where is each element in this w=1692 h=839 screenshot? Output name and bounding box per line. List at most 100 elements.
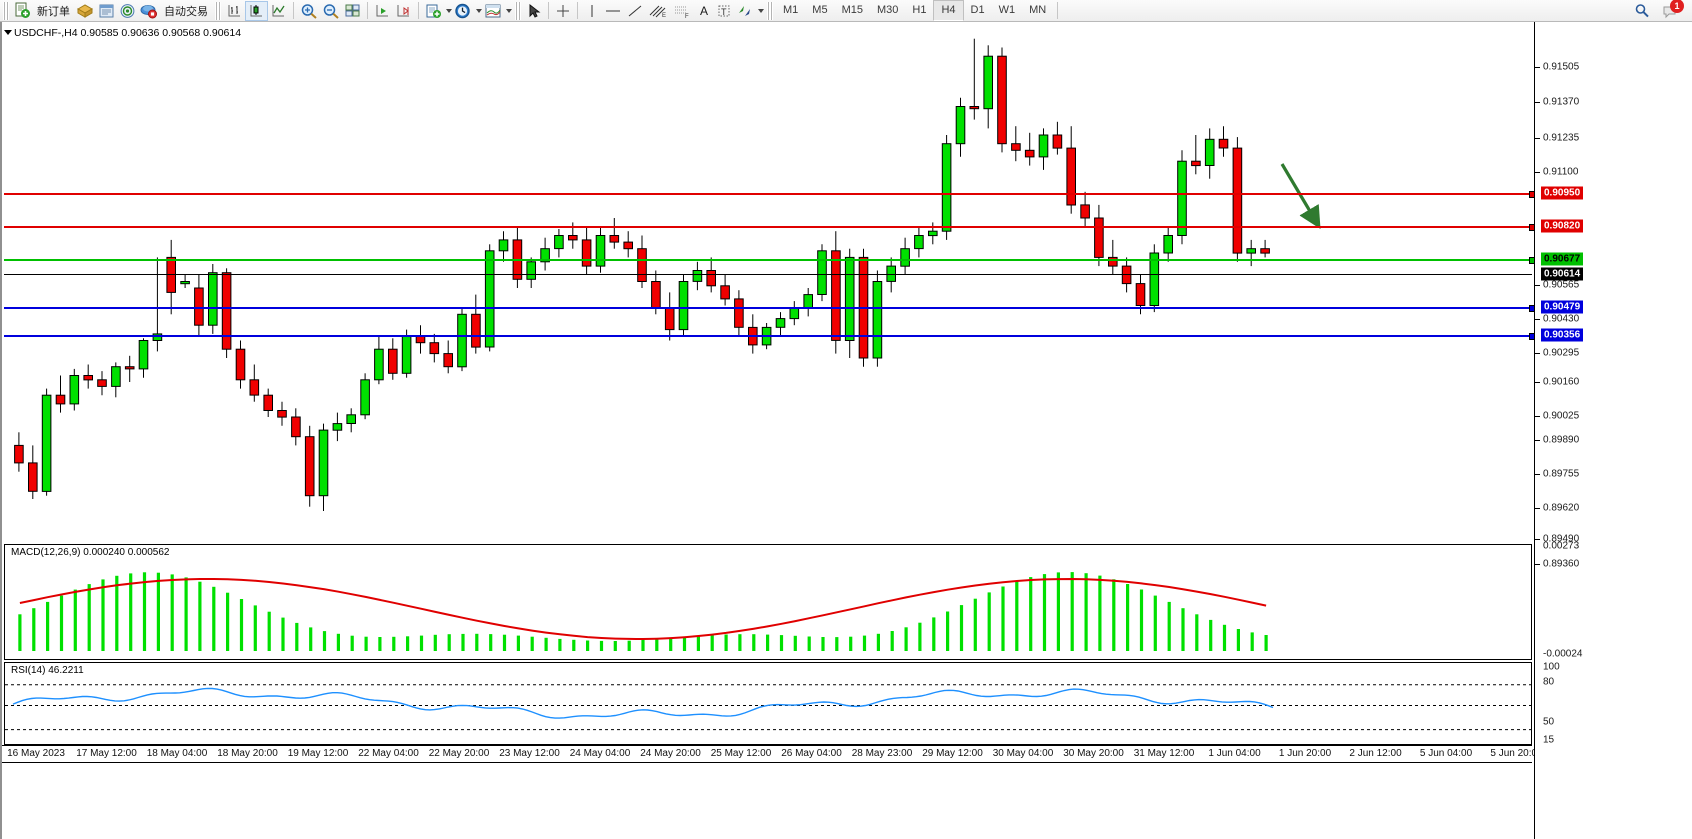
timeframe-m5[interactable]: M5 (812, 4, 828, 16)
time-axis-label: 19 May 12:00 (287, 748, 349, 759)
price-tick-label: 0.91370 (1543, 96, 1580, 108)
level-price-label[interactable]: 0.90820 (1541, 219, 1584, 233)
level-line-0.90479[interactable] (4, 305, 1536, 312)
toolbar-divider-2 (367, 2, 368, 19)
time-axis-label: 2 Jun 12:00 (1349, 748, 1402, 759)
notification-badge: 1 (1670, 0, 1684, 13)
price-tick-label: 0.89755 (1543, 468, 1580, 480)
price-tick-label: 0.90430 (1543, 313, 1580, 325)
toolbar-grip-3[interactable] (515, 1, 521, 20)
bar-chart-icon[interactable] (224, 1, 245, 21)
level-line-0.90356[interactable] (4, 333, 1536, 340)
new-order-label[interactable]: 新订单 (37, 5, 70, 18)
chart-area[interactable]: USDCHF-,H4 0.90585 0.90636 0.90568 0.906… (0, 22, 1692, 839)
price-tick-label: 0.90295 (1543, 347, 1580, 359)
period-clock-icon[interactable] (452, 1, 474, 21)
timeframe-h1[interactable]: H1 (912, 4, 927, 16)
crosshair-icon[interactable] (553, 1, 573, 21)
macd-label: MACD(12,26,9) 0.000240 0.000562 (9, 547, 172, 558)
zoom-in-icon[interactable] (298, 1, 320, 21)
macd-bottom-label: -0.00024 (1543, 648, 1583, 660)
horizontal-line-icon[interactable] (602, 1, 624, 21)
timeframe-mn[interactable]: MN (1029, 4, 1047, 16)
trendline-icon[interactable] (624, 1, 646, 21)
auto-scroll-icon[interactable] (393, 1, 414, 21)
line-chart-icon[interactable] (268, 1, 289, 21)
price-tick (1535, 440, 1540, 441)
level-line-0.90677[interactable] (4, 257, 1536, 264)
vertical-line-icon[interactable] (582, 1, 602, 21)
text-icon[interactable]: A (700, 3, 709, 18)
search-icon[interactable] (1632, 1, 1652, 21)
price-pane[interactable] (4, 22, 1536, 542)
candlestick-chart-icon[interactable] (245, 0, 268, 21)
data-window-icon[interactable] (96, 1, 117, 21)
time-axis-label: 22 May 04:00 (358, 748, 419, 759)
price-scale[interactable]: 0.91505 0.91370 0.91235 0.91100 0.90565 0.904… (1534, 22, 1692, 839)
level-price-label[interactable]: 0.90677 (1541, 252, 1584, 266)
add-indicator-icon[interactable] (423, 1, 444, 21)
svg-text:T: T (721, 7, 727, 17)
fibonacci-icon[interactable]: F (670, 1, 694, 21)
level-price-label[interactable]: 0.90950 (1541, 186, 1584, 200)
templates-dropdown-arrow[interactable] (506, 8, 512, 13)
templates-icon[interactable] (482, 1, 504, 21)
time-axis-label: 16 May 2023 (7, 748, 65, 759)
rsi-tick-label: 100 (1543, 661, 1560, 673)
text-label-icon[interactable]: T (714, 1, 734, 21)
navigator-icon[interactable] (117, 1, 138, 21)
time-axis-label: 28 May 23:00 (851, 748, 913, 759)
time-axis-label: 18 May 04:00 (146, 748, 208, 759)
timeframe-m1[interactable]: M1 (783, 4, 799, 16)
timeframe-d1[interactable]: D1 (970, 4, 985, 16)
toolbar-divider-5 (577, 2, 578, 19)
level-price-label[interactable]: 0.90479 (1541, 300, 1584, 314)
level-price-label[interactable]: 0.90356 (1541, 328, 1584, 342)
rsi-series (5, 684, 1531, 731)
timeframe-m15[interactable]: M15 (841, 4, 863, 16)
level-line-0.90820[interactable] (4, 224, 1536, 231)
macd-series (18, 572, 1268, 651)
zoom-out-icon[interactable] (320, 1, 342, 21)
chart-shift-icon[interactable] (372, 1, 393, 21)
tile-windows-icon[interactable] (342, 1, 363, 21)
indicator-dropdown-arrow[interactable] (446, 8, 452, 13)
period-dropdown-arrow[interactable] (476, 8, 482, 13)
timeframe-w1[interactable]: W1 (998, 4, 1016, 16)
toolbar-grip-4[interactable] (767, 1, 774, 20)
symbol-ohlc-label: USDCHF-,H4 0.90585 0.90636 0.90568 0.906… (14, 27, 242, 39)
rsi-tick-label: 50 (1543, 716, 1555, 728)
price-tick-label: 0.89890 (1543, 434, 1580, 446)
time-axis-label: 22 May 20:00 (428, 748, 490, 759)
equidistant-channel-icon[interactable]: E (646, 1, 670, 21)
level-line-0.90950[interactable] (4, 191, 1536, 198)
rsi-pane[interactable]: RSI(14) 46.2211 (4, 662, 1532, 745)
arrows-icon[interactable] (734, 1, 756, 21)
market-watch-icon[interactable] (74, 1, 96, 21)
symbol-collapse-icon[interactable] (4, 30, 12, 35)
timeframe-h4[interactable]: H4 (933, 0, 964, 21)
autotrading-icon[interactable] (138, 1, 160, 21)
time-axis-label: 26 May 04:00 (781, 748, 842, 759)
cursor-icon[interactable] (524, 1, 544, 21)
toolbar-divider-4 (548, 2, 549, 19)
toolbar-grip-2[interactable] (215, 1, 221, 20)
time-axis[interactable]: 16 May 2023 17 May 12:00 18 May 04:00 18 Ma… (2, 745, 1543, 763)
level-price-label[interactable]: 0.90614 (1541, 267, 1584, 281)
new-order-icon[interactable] (12, 1, 33, 21)
autotrading-label[interactable]: 自动交易 (164, 5, 208, 18)
timeframe-m30[interactable]: M30 (876, 4, 899, 16)
price-tick (1535, 138, 1540, 139)
level-line-0.90614[interactable] (4, 274, 1532, 275)
time-axis-label: 24 May 04:00 (569, 748, 631, 759)
time-axis-label: 29 May 12:00 (922, 748, 983, 759)
notifications-icon[interactable]: 1 (1660, 0, 1684, 21)
toolbar-divider (293, 2, 294, 19)
time-axis-label: 5 Jun 20:00 (1490, 748, 1543, 759)
svg-text:F: F (685, 14, 689, 19)
price-tick-label: 0.90565 (1543, 279, 1580, 291)
macd-pane[interactable]: MACD(12,26,9) 0.000240 0.000562 (4, 544, 1532, 660)
arrows-dropdown-arrow[interactable] (758, 8, 765, 13)
time-axis-label: 1 Jun 04:00 (1208, 748, 1261, 759)
toolbar-grip[interactable] (3, 1, 9, 20)
